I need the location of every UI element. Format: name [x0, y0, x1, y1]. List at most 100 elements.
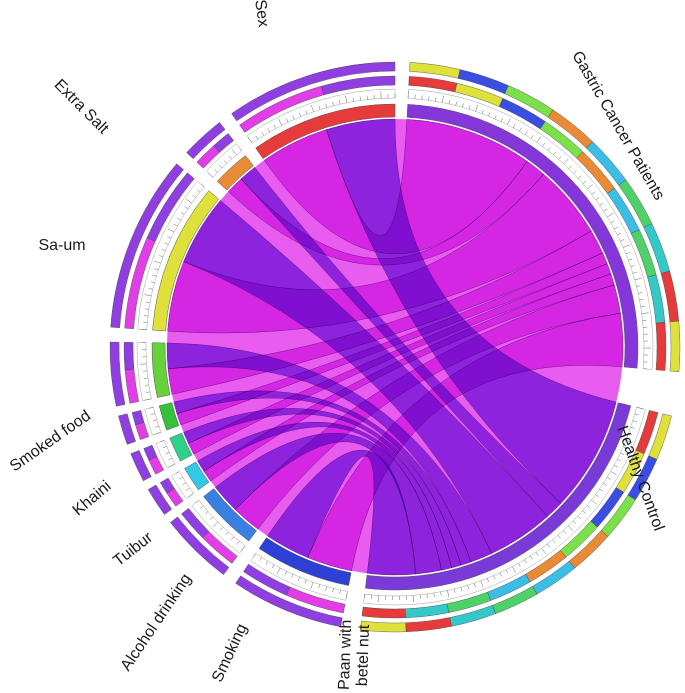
tick-tuibur [162, 446, 167, 449]
tick-sa-um [192, 195, 196, 198]
tick-hc [634, 413, 639, 416]
outer-ring-total-smoked-food [109, 341, 126, 407]
outer-ring-outer-gc [409, 62, 461, 79]
label-khaini: Khaini [70, 478, 115, 520]
tick-sa-um [153, 260, 161, 264]
outer-ring-total-sex [231, 61, 396, 122]
tick-extra-salt [214, 169, 218, 173]
outer-ring-hc-share-khaini [131, 410, 145, 426]
tick-ring-alcohol [171, 471, 194, 499]
tick-ring-gc [407, 89, 654, 370]
tick-hc [486, 578, 489, 583]
tick-sa-um [177, 217, 181, 221]
tick-gc [573, 170, 577, 174]
label-smoked-food: Smoked food [7, 407, 94, 475]
tick-hc [632, 420, 637, 423]
tick-alcohol [179, 476, 183, 480]
tick-hc [636, 406, 644, 410]
tick-smoked-food [144, 384, 149, 386]
tick-gc [530, 135, 534, 139]
tick-extra-salt [228, 155, 232, 160]
segment-arc-paan [258, 537, 352, 586]
tick-hc [460, 587, 463, 592]
tick-hc [623, 446, 627, 449]
tick-sex [247, 137, 253, 144]
tick-marks [136, 88, 654, 606]
tick-gc [641, 312, 649, 314]
tick-gc [547, 147, 551, 151]
tick-sex [359, 96, 361, 101]
tick-gc [634, 277, 642, 281]
tick-hc [603, 482, 607, 486]
tick-hc [412, 595, 414, 603]
tick-sa-um [154, 268, 159, 270]
tick-gc [636, 285, 641, 287]
tick-smoking [195, 500, 199, 503]
tick-sex [311, 104, 314, 112]
tick-hc [586, 505, 591, 509]
tick-gc [620, 239, 625, 242]
tick-sex [345, 95, 348, 103]
tick-hc [582, 510, 586, 514]
tick-gc [475, 104, 478, 112]
tick-gc [625, 252, 630, 255]
tick-hc [440, 591, 442, 596]
tick-gc [563, 158, 569, 165]
tick-hc [591, 499, 598, 505]
tick-gc [591, 191, 595, 195]
tick-hc [473, 583, 476, 587]
tick-khaini [149, 406, 154, 409]
tick-extra-salt [223, 160, 227, 164]
tick-sex [332, 101, 334, 106]
ribbon-paan-hc [267, 450, 416, 576]
label-extra-salt: Extra Salt [51, 76, 112, 137]
segment-arc-alcohol [184, 461, 210, 491]
tick-hc [613, 465, 618, 468]
tick-paan [284, 571, 287, 575]
tick-sa-um [201, 184, 205, 188]
tick-sex [292, 115, 295, 120]
segment-arc-khaini [158, 402, 180, 431]
tick-sa-um [167, 228, 175, 233]
outer-ring-total-extra-salt [186, 122, 226, 160]
segment-arcs [151, 103, 639, 591]
tick-sa-um [144, 294, 152, 297]
tick-sa-um [196, 189, 201, 193]
tick-extra-salt [219, 164, 223, 169]
tick-hc [610, 471, 617, 476]
tick-sex [305, 110, 308, 115]
tick-smoking [209, 516, 214, 520]
tick-gc [630, 265, 635, 268]
tick-khaini [154, 431, 162, 435]
tick-sex [352, 97, 354, 102]
label-paan: Paan withbetel nut [336, 619, 373, 690]
tick-gc [455, 101, 457, 106]
tick-gc [603, 208, 608, 212]
tick-paan [265, 560, 269, 565]
outer-ring-hc-share-smoked-food [123, 342, 135, 371]
tick-sa-um [173, 223, 178, 227]
tick-ring-paan [250, 553, 348, 601]
outer-ring-hc-share-extra-salt [213, 133, 234, 153]
outer-ring-total-tuibur [130, 450, 152, 482]
tick-hc [535, 552, 539, 556]
tick-sa-um [185, 198, 192, 204]
tick-hc [552, 539, 556, 543]
tick-alcohol [186, 487, 190, 491]
tick-paan [297, 576, 300, 581]
tick-gc [638, 292, 643, 294]
tick-sa-um [144, 308, 149, 310]
tick-hc [630, 426, 635, 429]
tick-smoking [204, 511, 209, 515]
tick-sex [325, 103, 327, 108]
tick-alcohol [187, 493, 194, 498]
tick-gc [428, 96, 430, 101]
tick-sex [267, 128, 270, 132]
tick-ring-sa-um [137, 180, 205, 330]
tick-smoked-food [144, 398, 152, 401]
tick-gc [587, 184, 593, 190]
tick-smoking [240, 545, 246, 552]
outer-ring-inner-gc [655, 322, 667, 371]
outer-ring-outer-hc [405, 617, 452, 632]
label-tuibur: Tuibur [110, 529, 156, 570]
